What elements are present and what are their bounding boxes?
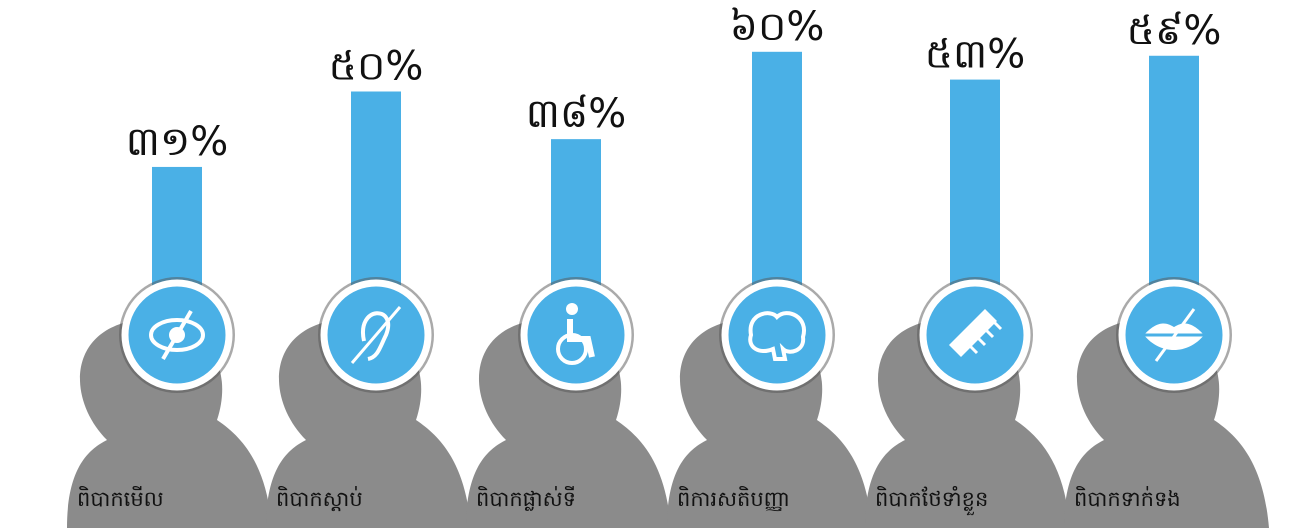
bar: [551, 139, 601, 290]
silhouette: [667, 318, 872, 528]
icon-part: [1154, 308, 1196, 362]
value-label: ៣៨%: [526, 91, 627, 137]
icon-part: [350, 306, 402, 364]
bar: [351, 91, 401, 290]
icon-part: [161, 309, 193, 361]
icon-part: [981, 325, 995, 339]
silhouette: [1064, 318, 1269, 528]
icon: [149, 309, 205, 361]
icon: [556, 303, 595, 365]
icon: [350, 306, 402, 364]
category-label: ពិការសតិបញ្ញា: [677, 486, 790, 512]
category-label: ពិបាកមើល: [77, 486, 164, 511]
icon-part: [989, 317, 1003, 331]
value-label: ៥៣%: [925, 32, 1026, 78]
icon-part: [360, 311, 391, 361]
silhouette: [466, 318, 671, 528]
value-label: ៥៩%: [1127, 8, 1222, 54]
icon-part: [748, 311, 806, 361]
silhouette: [865, 318, 1070, 528]
value-label: ៦០%: [730, 4, 825, 50]
bar: [1149, 55, 1199, 290]
icon-part: [566, 303, 578, 315]
icon: [1144, 308, 1204, 362]
silhouette: [266, 318, 471, 528]
icon-part: [149, 318, 205, 352]
category-label: ពិបាកស្តាប់: [276, 486, 363, 512]
icon-part: [949, 309, 997, 357]
icon: [748, 311, 806, 361]
silhouette: [67, 318, 272, 528]
value-label: ៥០%: [329, 44, 424, 90]
bar: [752, 51, 802, 290]
icon: [949, 309, 1003, 357]
icon-part: [556, 333, 588, 365]
bar: [152, 166, 202, 290]
bar: [950, 79, 1000, 290]
value-label: ៣១%: [126, 119, 228, 165]
category-label: ពិបាកផ្លាស់ទី: [476, 486, 576, 511]
icon-part: [973, 333, 987, 347]
category-label: ពិបាកទាក់ទង: [1074, 486, 1181, 511]
icon-part: [965, 341, 979, 355]
icon-circle: [721, 279, 833, 391]
